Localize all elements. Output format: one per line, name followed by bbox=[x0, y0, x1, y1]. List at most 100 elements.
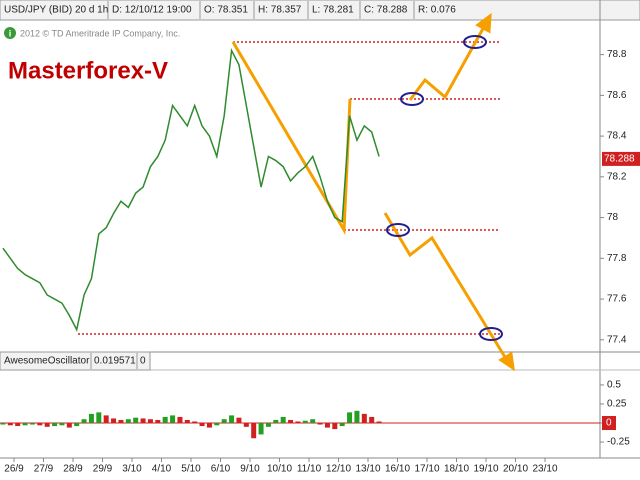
y-tick-label: 78.8 bbox=[607, 49, 627, 60]
x-tick-label: 9/10 bbox=[240, 464, 260, 475]
x-tick-label: 18/10 bbox=[444, 464, 469, 475]
forecast-down bbox=[383, 212, 510, 363]
arrow-head bbox=[498, 351, 515, 372]
oscillator-bar bbox=[162, 416, 168, 424]
oscillator-bar bbox=[177, 416, 183, 424]
x-tick-label: 5/10 bbox=[181, 464, 201, 475]
oscillator-bar bbox=[369, 416, 375, 424]
oscillator-bar bbox=[74, 423, 80, 427]
oscillator-bar bbox=[88, 413, 94, 424]
header-field: USD/JPY (BID) 20 d 1h bbox=[4, 5, 108, 16]
target-ellipse bbox=[386, 223, 410, 237]
y-tick-label: 77.4 bbox=[607, 334, 627, 345]
header-field: O: 78.351 bbox=[204, 5, 248, 16]
indicator-name: AwesomeOscillator bbox=[4, 356, 90, 367]
oscillator-bar bbox=[280, 416, 286, 424]
oscillator-bar bbox=[302, 420, 308, 424]
x-tick-label: 16/10 bbox=[385, 464, 410, 475]
oscillator-bar bbox=[347, 412, 353, 424]
x-tick-label: 29/9 bbox=[93, 464, 113, 475]
info-icon-glyph: i bbox=[9, 28, 12, 38]
x-tick-label: 11/10 bbox=[297, 464, 322, 475]
header-field: H: 78.357 bbox=[258, 5, 302, 16]
last-value-label: 0 bbox=[606, 418, 612, 429]
oscillator-bar bbox=[147, 419, 153, 424]
indicator-header bbox=[0, 351, 151, 371]
oscillator-bar bbox=[22, 423, 28, 426]
oscillator-bar bbox=[376, 421, 382, 424]
x-tick-label: 19/10 bbox=[473, 464, 498, 475]
oscillator-bar bbox=[258, 423, 264, 435]
oscillator-bar bbox=[265, 423, 271, 427]
x-tick-label: 23/10 bbox=[532, 464, 557, 475]
x-tick-label: 4/10 bbox=[152, 464, 172, 475]
x-tick-label: 28/9 bbox=[63, 464, 83, 475]
header-field: L: 78.281 bbox=[312, 5, 354, 16]
oscillator-bar bbox=[170, 415, 176, 424]
target-ellipse bbox=[400, 92, 424, 106]
y-tick-label: 0.25 bbox=[607, 399, 627, 410]
header-bar bbox=[0, 0, 640, 21]
oscillator-bar bbox=[29, 423, 35, 425]
y-tick-label: 0.5 bbox=[607, 380, 621, 391]
oscillator-bar bbox=[66, 423, 72, 428]
arrow-head bbox=[475, 12, 492, 34]
indicator-field: 0 bbox=[140, 356, 146, 367]
y-tick-label: 78.2 bbox=[607, 171, 627, 182]
price-line bbox=[2, 47, 380, 332]
oscillator-bar bbox=[15, 423, 21, 427]
oscillator-bar bbox=[184, 419, 190, 424]
x-tick-label: 3/10 bbox=[122, 464, 142, 475]
target-marks bbox=[386, 35, 503, 341]
oscillator-bar bbox=[332, 423, 338, 430]
oscillator-bar bbox=[118, 419, 124, 424]
last-price-tag bbox=[602, 151, 640, 166]
copyright: 2012 © TD Ameritrade IP Company, Inc. bbox=[20, 28, 180, 38]
oscillator-bar bbox=[273, 419, 279, 424]
x-tick-label: 6/10 bbox=[211, 464, 231, 475]
oscillator-bar bbox=[317, 423, 323, 425]
oscillator-bar bbox=[44, 423, 50, 427]
x-tick-label: 26/9 bbox=[4, 464, 24, 475]
oscillator-bar bbox=[229, 415, 235, 424]
oscillator-bar bbox=[0, 423, 6, 425]
oscillator-bar bbox=[7, 423, 13, 426]
oscillator-bar bbox=[140, 418, 146, 424]
header-field: C: 78.288 bbox=[364, 5, 408, 16]
oscillator-bar bbox=[310, 419, 316, 424]
last-price-label: 78.288 bbox=[604, 154, 635, 165]
x-tick-label: 13/10 bbox=[355, 464, 380, 475]
header-field: D: 12/10/12 19:00 bbox=[112, 5, 192, 16]
oscillator-bar bbox=[236, 417, 242, 424]
oscillator-bar bbox=[288, 419, 294, 424]
oscillator-bar bbox=[199, 423, 205, 427]
y-tick-label: 78.6 bbox=[607, 90, 627, 101]
oscillator-bar bbox=[96, 412, 102, 424]
forecast-up bbox=[408, 24, 487, 101]
info-icon bbox=[4, 27, 16, 39]
oscillator-bar bbox=[52, 423, 58, 427]
oscillator-bar bbox=[133, 417, 139, 424]
oscillator-bar bbox=[221, 419, 227, 424]
x-tick-label: 20/10 bbox=[503, 464, 528, 475]
oscillator-bar bbox=[81, 419, 87, 424]
x-tick-label: 10/10 bbox=[267, 464, 292, 475]
oscillator-bar bbox=[354, 410, 360, 424]
oscillator-bar bbox=[214, 423, 220, 426]
x-tick-label: 27/9 bbox=[34, 464, 54, 475]
y-tick-label: -0.25 bbox=[607, 437, 630, 448]
oscillator-bar bbox=[361, 413, 367, 424]
oscillator-bar bbox=[295, 421, 301, 424]
y-tick-label: 77.6 bbox=[607, 294, 627, 305]
oscillator-bar bbox=[111, 418, 117, 424]
last-value-tag bbox=[602, 416, 616, 431]
target-ellipse bbox=[479, 327, 503, 341]
header-field: R: 0.076 bbox=[418, 5, 456, 16]
chart-title: Masterforex-V bbox=[8, 57, 168, 84]
x-tick-label: 12/10 bbox=[326, 464, 351, 475]
oscillator-bar bbox=[192, 421, 198, 424]
oscillator-bar bbox=[251, 423, 257, 439]
